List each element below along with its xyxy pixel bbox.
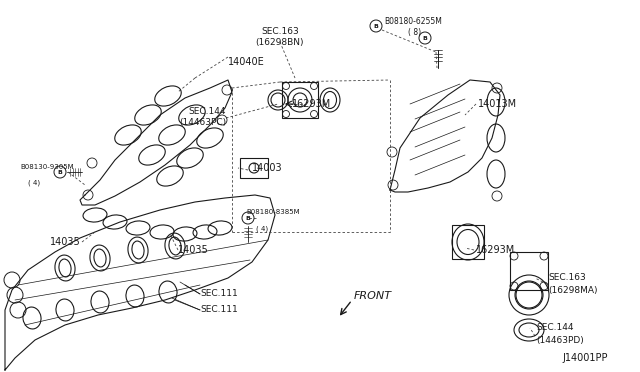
Text: SEC.111: SEC.111 <box>200 305 237 314</box>
Text: ( 8): ( 8) <box>408 28 421 36</box>
Bar <box>282 82 318 118</box>
Text: 16293M: 16293M <box>476 245 515 255</box>
Text: 14003: 14003 <box>252 163 283 173</box>
Text: 14035: 14035 <box>178 245 209 255</box>
Text: FRONT: FRONT <box>354 291 392 301</box>
Text: SEC.111: SEC.111 <box>200 289 237 298</box>
Bar <box>510 252 548 290</box>
Text: B08180-8385M: B08180-8385M <box>246 209 300 215</box>
Text: B08180-6255M: B08180-6255M <box>384 17 442 26</box>
Text: 14040E: 14040E <box>228 57 265 67</box>
Text: 16293M: 16293M <box>292 99 332 109</box>
Text: B08130-9305M: B08130-9305M <box>20 164 74 170</box>
Text: ( 4): ( 4) <box>256 225 268 231</box>
Text: SEC.144: SEC.144 <box>189 108 226 116</box>
Text: SEC.163: SEC.163 <box>548 273 586 282</box>
Text: (14463PC): (14463PC) <box>179 118 226 126</box>
Text: (14463PD): (14463PD) <box>536 336 584 344</box>
Text: 14035: 14035 <box>50 237 81 247</box>
Bar <box>452 225 484 259</box>
Text: B: B <box>246 215 250 221</box>
Text: B: B <box>58 170 63 174</box>
Text: (16298MA): (16298MA) <box>548 285 598 295</box>
Text: B: B <box>374 23 378 29</box>
Bar <box>240 158 268 178</box>
Text: J14001PP: J14001PP <box>562 353 607 363</box>
Text: (16298BN): (16298BN) <box>256 38 304 46</box>
Text: SEC.144: SEC.144 <box>536 324 573 333</box>
Text: SEC.163: SEC.163 <box>261 28 299 36</box>
Text: 14013M: 14013M <box>478 99 517 109</box>
Text: B: B <box>422 35 428 41</box>
Text: ( 4): ( 4) <box>28 180 40 186</box>
